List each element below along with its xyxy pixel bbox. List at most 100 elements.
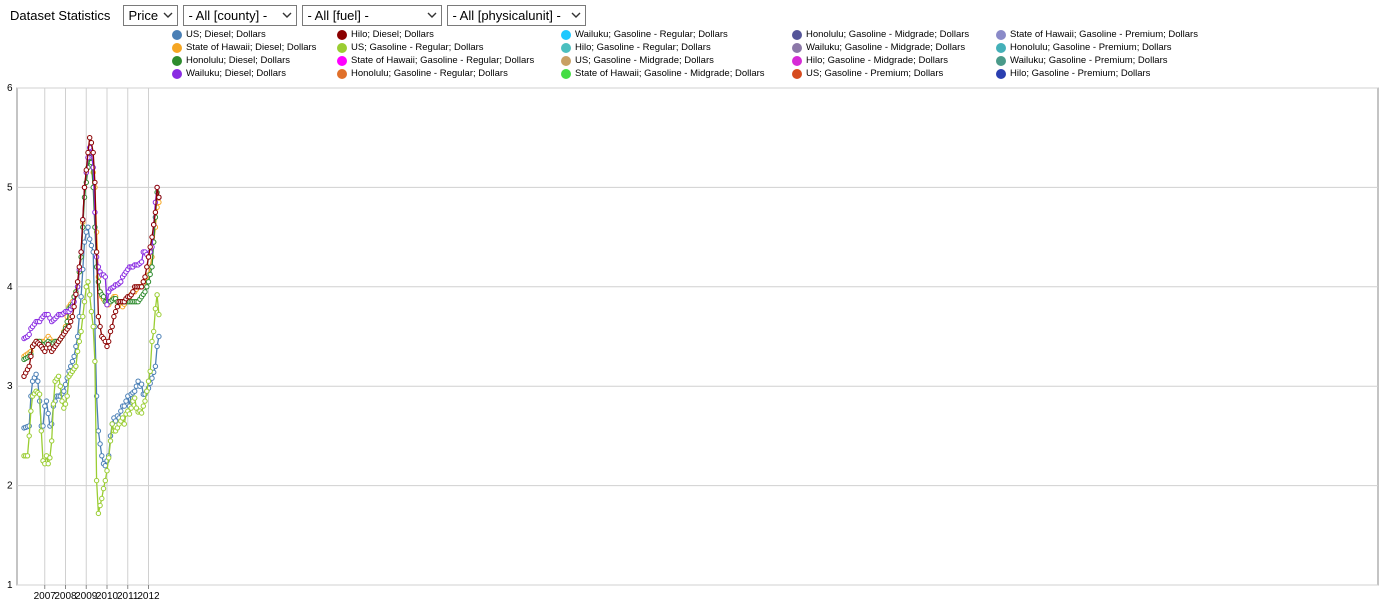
data-point <box>140 403 147 409</box>
data-point <box>88 308 95 315</box>
data-point <box>138 284 145 290</box>
data-point <box>76 264 83 270</box>
data-point <box>128 405 134 411</box>
series-group <box>21 135 162 379</box>
data-point <box>87 236 93 242</box>
legend-item[interactable]: State of Hawaii; Diesel; Dollars <box>172 41 316 54</box>
legend-item[interactable]: Wailuku; Gasoline - Midgrade; Dollars <box>792 41 965 54</box>
data-point <box>87 135 93 141</box>
data-point <box>83 167 90 173</box>
legend-item[interactable]: Honolulu; Gasoline - Midgrade; Dollars <box>792 28 969 41</box>
legend-item[interactable]: State of Hawaii; Gasoline - Premium; Dol… <box>996 28 1198 41</box>
data-point <box>114 304 121 310</box>
data-point <box>142 289 148 295</box>
data-point <box>140 279 147 285</box>
data-point <box>92 209 98 216</box>
legend-item[interactable]: Hilo; Gasoline - Regular; Dollars <box>561 41 711 54</box>
data-point <box>97 441 103 447</box>
chevron-down-icon <box>427 12 437 18</box>
data-point <box>145 279 152 285</box>
data-point <box>152 306 159 312</box>
y-tick-label: 5 <box>7 182 13 193</box>
y-tick-label: 4 <box>7 282 13 293</box>
legend-label: Honolulu; Gasoline - Regular; Dollars <box>351 68 508 79</box>
legend-item[interactable]: State of Hawaii; Gasoline - Regular; Dol… <box>337 54 534 67</box>
legend-item[interactable]: US; Gasoline - Regular; Dollars <box>337 41 484 54</box>
county-select[interactable]: - All [county] - <box>183 4 298 26</box>
data-point <box>138 410 145 416</box>
data-point <box>154 292 160 298</box>
data-point <box>28 353 34 360</box>
data-point <box>92 358 98 365</box>
data-point <box>57 383 63 389</box>
legend-marker-icon <box>337 29 347 40</box>
data-point <box>78 249 84 255</box>
legend-label: Hilo; Gasoline - Regular; Dollars <box>575 42 711 53</box>
legend-label: Wailuku; Gasoline - Premium; Dollars <box>1010 55 1168 66</box>
data-point <box>121 421 128 427</box>
data-point <box>61 388 67 394</box>
data-point <box>106 338 112 345</box>
data-point <box>74 333 81 340</box>
legend-label: State of Hawaii; Gasoline - Premium; Dol… <box>1010 29 1198 40</box>
data-point <box>126 411 133 417</box>
data-point <box>83 284 90 290</box>
data-point <box>73 363 79 369</box>
x-tick-label: 2007 <box>34 591 57 602</box>
legend-item[interactable]: Wailuku; Diesel; Dollars <box>172 67 286 80</box>
legend-item[interactable]: US; Gasoline - Midgrade; Dollars <box>561 54 714 67</box>
data-point <box>118 279 124 285</box>
fuel-select[interactable]: - All [fuel] - <box>302 4 443 26</box>
legend-marker-icon <box>172 68 182 79</box>
legend-item[interactable]: Hilo; Gasoline - Midgrade; Dollars <box>792 54 948 67</box>
data-point <box>104 302 110 308</box>
data-point <box>26 331 32 338</box>
legend-item[interactable]: US; Gasoline - Premium; Dollars <box>792 67 943 80</box>
data-point <box>85 224 91 230</box>
data-point <box>81 299 88 305</box>
legend-item[interactable]: Honolulu; Gasoline - Regular; Dollars <box>337 67 508 80</box>
data-point <box>85 149 91 156</box>
data-point <box>73 291 79 297</box>
data-point <box>33 371 39 377</box>
legend-item[interactable]: Honolulu; Gasoline - Premium; Dollars <box>996 41 1172 54</box>
data-point <box>43 398 50 404</box>
data-point <box>147 244 153 250</box>
data-point <box>97 502 103 509</box>
legend-item[interactable]: Wailuku; Gasoline - Premium; Dollars <box>996 54 1168 67</box>
data-point <box>62 401 69 407</box>
legend-label: US; Diesel; Dollars <box>186 29 266 40</box>
data-point <box>135 378 141 384</box>
legend-label: Wailuku; Diesel; Dollars <box>186 68 286 79</box>
data-point <box>151 222 157 228</box>
data-point <box>138 259 145 265</box>
data-point <box>50 401 57 407</box>
data-point <box>28 408 34 414</box>
series-group <box>21 279 162 517</box>
measure-select[interactable]: Price <box>123 4 179 26</box>
data-point <box>42 403 48 409</box>
physicalunit-select[interactable]: - All [physicalunit] - <box>447 4 587 26</box>
legend-label: US; Gasoline - Regular; Dollars <box>351 42 484 53</box>
data-point <box>123 398 129 404</box>
chart-legend: US; Diesel; Dollars State of Hawaii; Dies… <box>0 0 1381 85</box>
legend-item[interactable]: State of Hawaii; Gasoline - Midgrade; Do… <box>561 67 765 80</box>
data-point <box>73 343 79 350</box>
data-point <box>90 149 96 156</box>
data-point <box>26 363 32 369</box>
legend-marker-icon <box>792 42 802 53</box>
data-point <box>102 274 109 280</box>
legend-item[interactable]: Honolulu; Diesel; Dollars <box>172 54 290 67</box>
data-point <box>156 311 162 318</box>
legend-label: Wailuku; Gasoline - Regular; Dollars <box>575 29 728 40</box>
legend-item[interactable]: US; Diesel; Dollars <box>172 28 266 41</box>
legend-item[interactable]: Hilo; Gasoline - Premium; Dollars <box>996 67 1150 80</box>
legend-item[interactable]: Wailuku; Gasoline - Regular; Dollars <box>561 28 728 41</box>
x-tick-label: 2011 <box>117 591 139 602</box>
legend-item[interactable]: Hilo; Diesel; Dollars <box>337 28 434 41</box>
data-point <box>76 338 83 345</box>
legend-marker-icon <box>996 42 1006 53</box>
data-point <box>88 242 95 249</box>
legend-label: State of Hawaii; Gasoline - Regular; Dol… <box>351 55 535 66</box>
